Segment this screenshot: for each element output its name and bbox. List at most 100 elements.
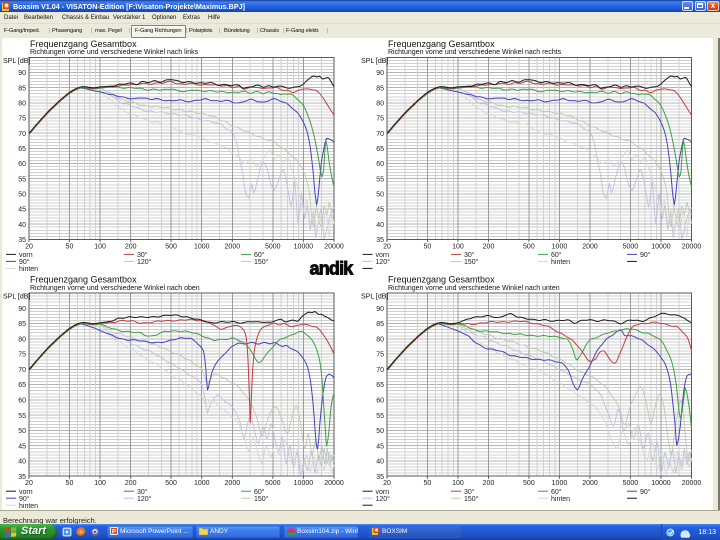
svg-text:20: 20 [25, 480, 33, 487]
svg-text:35: 35 [376, 474, 384, 481]
svg-text:SPL [dB]: SPL [dB] [3, 294, 30, 301]
svg-text:SPL [dB]: SPL [dB] [3, 58, 30, 65]
svg-text:80: 80 [376, 336, 384, 343]
svg-text:120°: 120° [376, 495, 391, 503]
svg-text:90°: 90° [19, 258, 30, 266]
svg-text:70: 70 [18, 367, 26, 374]
svg-text:150°: 150° [464, 258, 479, 266]
svg-text:2000: 2000 [225, 480, 241, 487]
svg-text:40: 40 [18, 459, 26, 466]
svg-text:Richtungen vorne und verschied: Richtungen vorne und verschiedene Winkel… [30, 49, 199, 56]
svg-text:Frequenzgang Gesamtbox: Frequenzgang Gesamtbox [388, 39, 495, 49]
svg-text:40: 40 [376, 222, 384, 229]
svg-text:10000: 10000 [294, 480, 314, 487]
svg-text:90°: 90° [19, 495, 30, 503]
svg-text:70: 70 [376, 131, 384, 138]
svg-text:35: 35 [18, 237, 26, 244]
svg-text:50: 50 [376, 191, 384, 198]
svg-text:35: 35 [376, 237, 384, 244]
svg-text:hinten: hinten [551, 259, 570, 266]
svg-text:100: 100 [452, 243, 464, 250]
svg-text:75: 75 [376, 116, 384, 123]
svg-text:5000: 5000 [623, 480, 639, 487]
svg-text:85: 85 [18, 321, 26, 328]
svg-text:45: 45 [18, 207, 26, 214]
svg-text:45: 45 [376, 443, 384, 450]
svg-text:50: 50 [66, 480, 74, 487]
svg-text:P: P [112, 529, 116, 535]
svg-text:20: 20 [383, 480, 391, 487]
svg-text:30°: 30° [464, 251, 475, 259]
svg-text:55: 55 [376, 413, 384, 420]
svg-text:50: 50 [423, 480, 431, 487]
svg-text:65: 65 [18, 382, 26, 389]
svg-text:120°: 120° [137, 258, 152, 266]
svg-text:85: 85 [376, 85, 384, 92]
svg-text:SPL [dB]: SPL [dB] [361, 294, 388, 301]
svg-text:500: 500 [165, 243, 177, 250]
svg-text:1000: 1000 [194, 480, 210, 487]
svg-text:85: 85 [18, 85, 26, 92]
svg-text:20: 20 [25, 243, 33, 250]
svg-text:65: 65 [376, 146, 384, 153]
svg-text:60°: 60° [551, 488, 562, 496]
svg-text:vorn: vorn [19, 252, 33, 259]
svg-text:120°: 120° [137, 495, 152, 503]
svg-text:vorn: vorn [376, 252, 390, 259]
svg-text:1000: 1000 [194, 243, 210, 250]
svg-text:70: 70 [376, 367, 384, 374]
svg-text:90: 90 [376, 70, 384, 77]
svg-text:30°: 30° [464, 488, 475, 496]
svg-text:50: 50 [66, 243, 74, 250]
svg-text:50: 50 [18, 191, 26, 198]
svg-text:80: 80 [18, 100, 26, 107]
svg-text:90: 90 [376, 306, 384, 313]
svg-text:60°: 60° [551, 251, 562, 259]
svg-text:20000: 20000 [324, 243, 344, 250]
svg-text:vorn: vorn [376, 489, 390, 496]
svg-text:60: 60 [18, 397, 26, 404]
svg-text:500: 500 [523, 243, 535, 250]
svg-text:120°: 120° [376, 258, 391, 266]
svg-text:2000: 2000 [225, 243, 241, 250]
svg-text:70: 70 [18, 131, 26, 138]
svg-text:SPL [dB]: SPL [dB] [361, 58, 388, 65]
svg-text:55: 55 [18, 413, 26, 420]
svg-text:90°: 90° [640, 251, 651, 259]
svg-text:60: 60 [376, 161, 384, 168]
svg-text:65: 65 [376, 382, 384, 389]
svg-text:50: 50 [376, 428, 384, 435]
svg-text:10000: 10000 [651, 480, 671, 487]
svg-text:20: 20 [383, 243, 391, 250]
svg-text:1000: 1000 [552, 480, 568, 487]
svg-text:5000: 5000 [265, 243, 281, 250]
svg-text:40: 40 [18, 222, 26, 229]
svg-text:20000: 20000 [324, 480, 344, 487]
svg-text:35: 35 [18, 474, 26, 481]
svg-text:100: 100 [94, 243, 106, 250]
svg-text:75: 75 [18, 116, 26, 123]
svg-text:hinten: hinten [19, 266, 38, 273]
svg-text:85: 85 [376, 321, 384, 328]
svg-text:150°: 150° [254, 258, 269, 266]
svg-text:100: 100 [94, 480, 106, 487]
svg-text:150°: 150° [254, 495, 269, 503]
svg-text:Richtungen vorne und verschied: Richtungen vorne und verschiedene Winkel… [388, 285, 560, 292]
svg-text:90: 90 [18, 306, 26, 313]
svg-text:500: 500 [523, 480, 535, 487]
svg-text:200: 200 [125, 480, 137, 487]
svg-text:20000: 20000 [682, 480, 702, 487]
svg-text:90: 90 [18, 70, 26, 77]
svg-text:60°: 60° [254, 488, 265, 496]
svg-text:30°: 30° [137, 251, 148, 259]
svg-text:60°: 60° [254, 251, 265, 259]
svg-text:50: 50 [423, 243, 431, 250]
svg-text:200: 200 [125, 243, 137, 250]
svg-text:60: 60 [18, 161, 26, 168]
svg-text:2000: 2000 [582, 243, 598, 250]
svg-text:80: 80 [376, 100, 384, 107]
svg-text:Frequenzgang Gesamtbox: Frequenzgang Gesamtbox [388, 275, 495, 285]
svg-text:200: 200 [483, 243, 495, 250]
svg-text:75: 75 [376, 352, 384, 359]
svg-text:10000: 10000 [294, 243, 314, 250]
